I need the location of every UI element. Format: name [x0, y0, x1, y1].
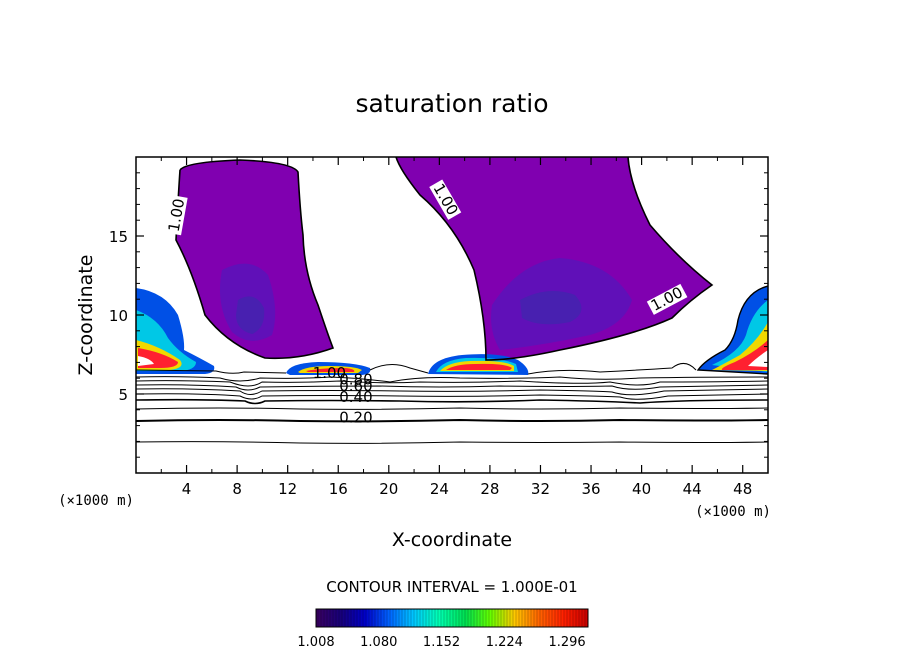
y-tick-label: 5 [118, 386, 128, 404]
colorbar-stripes [317, 609, 586, 627]
contour-line-030 [136, 407, 768, 410]
x-tick-label: 44 [683, 480, 702, 498]
ss-region-left-core [236, 296, 265, 334]
x-tick-label: 36 [581, 480, 600, 498]
x-tick-label: 16 [329, 480, 348, 498]
y-axis-label: Z-coordinate [75, 255, 97, 376]
contour-line-050 [136, 393, 768, 400]
contour-label-bg [166, 195, 188, 236]
ss-region-center [396, 157, 712, 360]
ss-region-left [176, 160, 333, 359]
contour-label: 0.40 [339, 388, 372, 406]
x-tick-label: 40 [632, 480, 651, 498]
contour-label: 0.20 [339, 408, 372, 426]
contour-label-bg [646, 283, 688, 315]
contour-line-100-right [696, 285, 768, 375]
contour-label-bg [429, 179, 462, 220]
contour-line-080 [136, 380, 768, 387]
x-tick-label: 20 [379, 480, 398, 498]
contour-line-040 [136, 398, 768, 405]
x-tick-label: 28 [480, 480, 499, 498]
ice-cloud-left-white [138, 356, 154, 366]
ss-region-center-core [520, 291, 582, 325]
contour-label: 1.00 [313, 364, 346, 382]
filled-contours [136, 157, 768, 444]
contour-line-060 [136, 388, 768, 396]
x-tick-label: 32 [531, 480, 550, 498]
colorbar [316, 609, 588, 627]
contour-line-070 [136, 384, 768, 391]
contour-line-100-center [395, 157, 714, 361]
chart-title: saturation ratio [355, 89, 548, 118]
x-unit-label: (×1000 m) [58, 493, 134, 509]
y-tick-label: 15 [109, 228, 128, 246]
contour-line-100-left [175, 159, 335, 360]
x-tick-label: 8 [232, 480, 242, 498]
x-tick-label: 24 [430, 480, 449, 498]
contour-line-090 [136, 376, 768, 383]
x-tick-label: 48 [733, 480, 752, 498]
x-tick-label: 4 [182, 480, 192, 498]
colorbar-frame [315, 608, 589, 628]
z-unit-label: (×1000 m) [695, 504, 771, 520]
colorbar-label: 1.008 [297, 635, 334, 650]
contour-line-010 [136, 441, 768, 444]
colorbar-label: 1.224 [486, 635, 523, 650]
contour-interval-text: CONTOUR INTERVAL = 1.000E-01 [326, 578, 577, 596]
contour-label: 0.80 [339, 371, 372, 389]
colorbar-label: 1.080 [360, 635, 397, 650]
y-axis-ticks: 5 10 15 [109, 172, 768, 458]
contour-line-020 [136, 418, 768, 423]
colorbar-labels: 1.008 1.080 1.152 1.224 1.296 [297, 635, 585, 650]
contour-line-100-lower [136, 363, 697, 375]
x-axis-label: X-coordinate [392, 529, 512, 551]
ice-cloud-28-red [446, 363, 512, 370]
contour-lines [136, 157, 768, 444]
ice-cloud-right-white [748, 350, 768, 367]
x-tick-label: 12 [278, 480, 297, 498]
contour-label: 0.60 [339, 377, 372, 395]
y-tick-label: 10 [109, 307, 128, 325]
ice-cloud-15-red [306, 368, 355, 372]
contour-label: 1.00 [165, 197, 189, 233]
colorbar-label: 1.152 [423, 635, 460, 650]
x-axis-ticks: 4 8 12 16 20 24 28 32 36 40 44 48 [160, 157, 752, 498]
colorbar-label: 1.296 [548, 635, 585, 650]
